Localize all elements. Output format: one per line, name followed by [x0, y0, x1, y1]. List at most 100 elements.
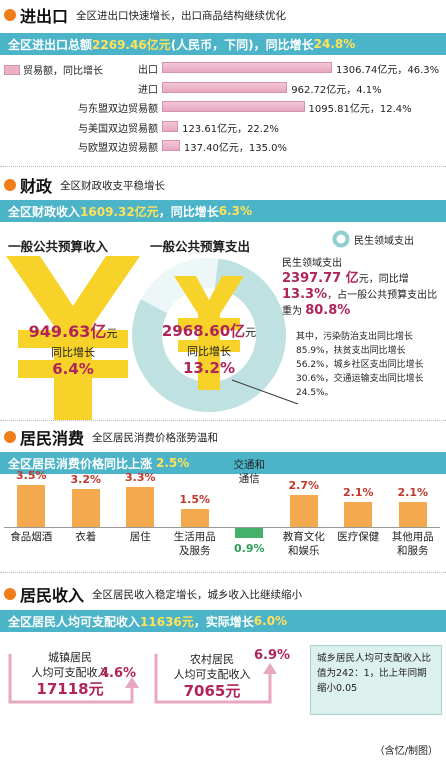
yen-icon — [6, 256, 140, 420]
income-unit: 元 — [106, 327, 118, 340]
rural-pct: 6.9% — [254, 648, 291, 663]
trade-subtitle: 全区进出口快速增长，出口商品结构继续优化 — [76, 9, 287, 22]
expense-donut-chart — [132, 258, 286, 412]
cpi-bar — [180, 509, 209, 527]
cpi-bar-value: 3.2% — [70, 472, 101, 486]
consumption-subtitle: 全区居民消费价格涨势温和 — [92, 431, 219, 444]
cpi-bar-value: 1.5% — [179, 493, 210, 506]
trade-banner-mid: (人民币，下同)，同比增长 — [170, 37, 314, 52]
cpi-bar — [289, 494, 318, 527]
cpi-bar-value: 2.7% — [288, 478, 319, 492]
income-header: 居民收入 全区居民收入稳定增长，城乡收入比继续缩小 — [0, 581, 302, 607]
ratio-note-box: 城乡居民人均可支配收入比值为242：1，比上年同期缩小0.05 — [310, 645, 442, 715]
cpi-bar — [344, 501, 373, 527]
ring-legend-icon — [332, 230, 350, 248]
trade-header: 进出口 全区进出口快速增长，出口商品结构继续优化 — [0, 2, 286, 28]
income-banner-pre: 全区居民人均可支配收入 — [8, 614, 141, 629]
expense-growth-label: 同比增长 — [187, 345, 231, 358]
trade-bar — [162, 120, 179, 132]
finance-legend: 民生领域支出 — [332, 230, 414, 248]
yen-icon — [174, 276, 244, 390]
rural-label-2: 人均可支配收入 — [173, 668, 251, 681]
trade-category-label: 与美国双边贸易额 — [78, 123, 158, 135]
finance-banner: 全区财政收入 1609.32亿元 ，同比增长 6.3% — [0, 200, 446, 222]
finance-title: 财政 — [20, 177, 53, 196]
livelihood-share-pre: 重为 — [282, 306, 302, 317]
income-value: 949.63亿 — [28, 322, 107, 341]
trade-banner-value: 2269.46亿元 — [92, 37, 171, 52]
rural-arrow-icon — [154, 654, 277, 704]
cpi-bar — [17, 485, 46, 527]
cpi-bar — [126, 487, 155, 527]
cpi-category-label: 教育文化 和娱乐 — [282, 531, 325, 557]
livelihood-value-line: 2397.77 亿元，同比增 — [282, 271, 442, 287]
livelihood-tail: ，占一般公共预算支出比 — [327, 290, 438, 301]
trade-bar-value: 962.72亿元，4.1% — [291, 84, 382, 96]
trade-category-label: 出口 — [138, 65, 158, 76]
trade-legend: 贸易额，同比增长 — [4, 62, 103, 77]
divider — [0, 572, 446, 573]
trade-banner-pre: 全区进出口总额 — [8, 37, 93, 52]
income-value-block: 949.63亿元 同比增长 6.4% — [10, 318, 136, 378]
cpi-category-label: 其他用品 和服务 — [391, 531, 434, 557]
trade-category-label: 与欧盟双边贸易额 — [78, 143, 158, 154]
credit: （含忆/制图） — [374, 746, 438, 757]
livelihood-value: 2397.77 亿 — [282, 271, 359, 286]
income-budget-title: 一般公共预算收入 — [8, 239, 109, 254]
expense-budget-title: 一般公共预算支出 — [150, 239, 251, 254]
cpi-bar-value: 3.5% — [15, 469, 47, 482]
cpi-bar-value: 0.9% — [233, 541, 265, 555]
cpi-bar — [71, 488, 100, 527]
livelihood-label: 民生领域支出 — [282, 258, 342, 269]
cpi-category-label: 交通和 通信 — [233, 459, 266, 486]
livelihood-share-line: 重为 80.8% — [282, 303, 442, 319]
trade-category-label: 与东盟双边贸易额 — [78, 104, 158, 115]
rural-block: 农村居民 人均可支配收入 7065元 — [162, 652, 262, 699]
finance-banner-value: 1609.32亿元 — [80, 204, 159, 219]
trade-bar — [162, 101, 305, 112]
income-title: 居民收入 — [20, 586, 85, 605]
expense-growth: 13.2% — [182, 359, 236, 377]
income-growth: 6.4% — [52, 360, 94, 378]
expense-value-block: 2968.60亿元 同比增长 13.2% — [144, 320, 274, 377]
trade-bar — [162, 62, 332, 73]
consumption-banner-pre: 全区居民消费价格同比上涨 — [8, 456, 153, 471]
income-subtitle: 全区居民收入稳定增长，城乡收入比继续缩小 — [92, 588, 303, 601]
income-banner-mid: ，实际增长 — [193, 614, 254, 629]
cpi-category-label: 医疗保健 — [337, 531, 380, 543]
trade-banner: 全区进出口总额 2269.46亿元 (人民币，下同)，同比增长 24.8% — [0, 33, 446, 55]
finance-subtitle: 全区财政收支平稳增长 — [60, 179, 166, 192]
livelihood-unit: 元，同比增 — [358, 274, 409, 285]
cpi-category-label: 居住 — [129, 531, 151, 543]
section-dot-icon — [4, 588, 16, 600]
trade-title: 进出口 — [20, 7, 69, 26]
trade-bar-value: 1095.81亿元，12.4% — [308, 104, 412, 115]
finance-banner-pre: 全区财政收入 — [8, 204, 81, 219]
income-value-line: 949.63亿元 — [10, 318, 136, 342]
trade-bar-value: 123.61亿元，22.2% — [182, 123, 279, 135]
expense-value-line: 2968.60亿元 — [144, 320, 274, 341]
rural-value: 7065元 — [183, 682, 241, 700]
finance-header: 财政 全区财政收支平稳增长 — [0, 172, 165, 198]
urban-pct: 4.6% — [100, 666, 137, 681]
expense-unit: 元 — [245, 326, 257, 339]
trade-banner-pct: 24.8% — [313, 37, 356, 51]
donut-slice-livelihood — [132, 258, 286, 412]
cpi-bar — [235, 527, 264, 538]
cpi-category-label: 食品烟酒 — [10, 531, 53, 543]
finance-banner-pct: 6.3% — [218, 204, 252, 218]
trade-legend-label: 贸易额，同比增长 — [23, 66, 103, 77]
cpi-bar-value: 2.1% — [342, 485, 374, 499]
finance-legend-label: 民生领域支出 — [354, 235, 414, 247]
trade-bar-value: 137.40亿元，135.0% — [183, 143, 287, 154]
income-banner-value: 11636元 — [140, 614, 194, 629]
consumption-banner-pct: 2.5% — [156, 456, 190, 470]
income-banner-pct: 6.0% — [253, 614, 288, 628]
ratio-note: 城乡居民人均可支配收入比值为242：1，比上年同期缩小0.05 — [317, 653, 432, 694]
urban-label-2: 人均可支配收入 — [31, 666, 109, 679]
legend-swatch-icon — [4, 64, 20, 75]
cpi-category-label: 衣着 — [75, 531, 97, 543]
divider — [0, 420, 446, 421]
cpi-bar-value: 3.3% — [124, 471, 156, 485]
urban-value: 17118元 — [36, 680, 104, 698]
